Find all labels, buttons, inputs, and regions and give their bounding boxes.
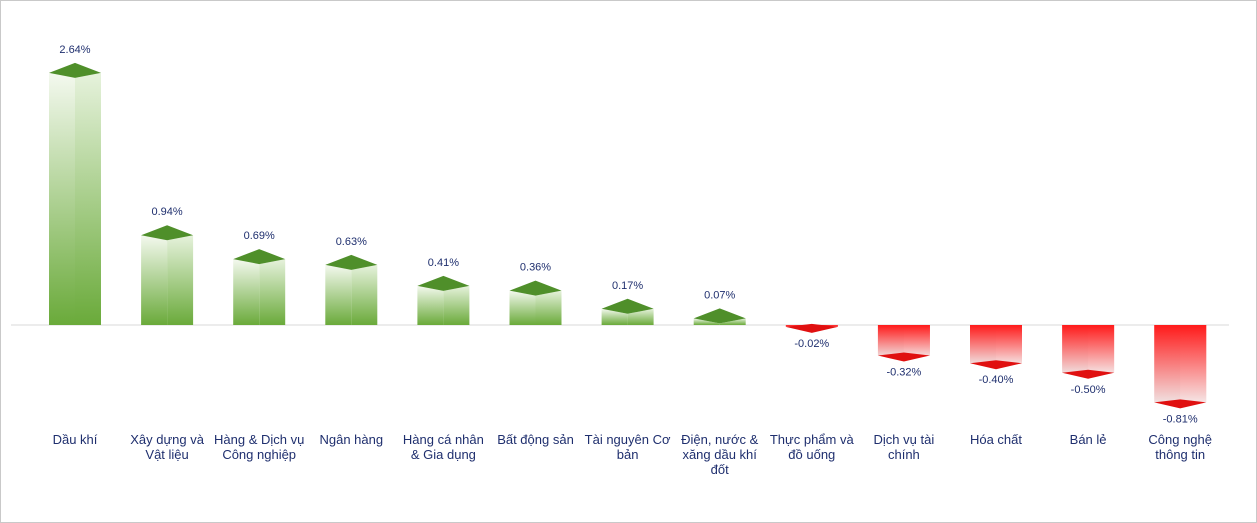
- bar-11: [970, 325, 1022, 370]
- bar-5: [417, 275, 470, 325]
- bar-10: [877, 325, 930, 362]
- category-label: Điện, nước & xăng dầu khí đốt: [681, 432, 759, 477]
- value-label: 2.64%: [59, 44, 90, 56]
- value-label: 0.69%: [244, 230, 275, 242]
- category-label: Dầu khí: [52, 432, 98, 447]
- bar-face-right: [627, 308, 654, 325]
- bar-top: [141, 225, 194, 241]
- value-label: 0.94%: [151, 206, 182, 218]
- value-label: -0.02%: [794, 338, 829, 350]
- bar-bottom: [1154, 399, 1207, 409]
- category-label: Bất động sản: [497, 432, 574, 447]
- bar-face-right: [167, 235, 194, 325]
- value-label: -0.81%: [1163, 413, 1198, 425]
- value-label: 0.07%: [704, 289, 735, 301]
- bar-2: [141, 225, 194, 325]
- bar-face-right: [535, 290, 562, 325]
- bar-bottom: [1062, 369, 1115, 379]
- bar-face-side: [1180, 325, 1207, 406]
- value-label: -0.40%: [979, 374, 1014, 386]
- bar-6: [509, 280, 562, 325]
- bar-8: [693, 308, 746, 325]
- bar-face-left: [509, 290, 536, 325]
- bar-9: [785, 323, 838, 333]
- bar-top: [325, 254, 378, 270]
- category-label: Hóa chất: [969, 432, 1023, 447]
- category-label: Hàng & Dịch vụ Công nghiệp: [214, 432, 305, 462]
- bar-12: [1062, 325, 1115, 379]
- bar-face-left: [141, 235, 168, 325]
- category-label: Ngân hàng: [319, 432, 384, 447]
- category-label: Xây dựng và Vật liệu: [130, 432, 204, 462]
- bar-face-left: [49, 72, 75, 325]
- bar-7: [601, 298, 654, 325]
- bar-face-left: [233, 259, 260, 325]
- bar-top: [233, 249, 286, 265]
- bar-face-left: [325, 264, 352, 325]
- bar-face-left: [693, 318, 720, 325]
- bar-face-side: [1088, 325, 1115, 376]
- value-label: 0.63%: [336, 236, 367, 248]
- bar-face-side: [996, 325, 1022, 367]
- bar-4: [325, 254, 378, 325]
- value-label: 0.36%: [520, 262, 551, 274]
- category-label: Hàng cá nhân & Gia dụng: [402, 432, 484, 462]
- category-label: Thực phẩm và đồ uống: [769, 432, 854, 462]
- bar-face-right: [75, 72, 101, 325]
- value-label: -0.50%: [1071, 384, 1106, 396]
- category-label: Công nghệ thông tin: [1148, 432, 1212, 462]
- bar-face-right: [259, 259, 286, 325]
- bar-face-left: [601, 308, 628, 325]
- bar-top: [509, 280, 562, 296]
- bar-bottom: [970, 360, 1022, 370]
- bar-top: [49, 62, 101, 78]
- bar-face-side: [903, 325, 930, 359]
- bar-bottom: [877, 352, 930, 362]
- bar-top: [693, 308, 746, 324]
- value-label: -0.32%: [886, 367, 921, 379]
- category-label: Bán lẻ: [1069, 432, 1107, 447]
- bar-top: [601, 298, 654, 314]
- bar-face-right: [351, 264, 378, 325]
- category-label: Tài nguyên Cơ bản: [584, 432, 671, 462]
- bar-1: [49, 62, 101, 325]
- value-label: 0.41%: [428, 257, 459, 269]
- bar-face-right: [719, 318, 746, 325]
- bar-13: [1154, 325, 1207, 409]
- bar-top: [417, 275, 470, 291]
- bar-face-left: [417, 285, 444, 325]
- bar-bottom: [785, 323, 838, 333]
- value-label: 0.17%: [612, 280, 643, 292]
- category-label: Dịch vụ tài chính: [873, 432, 935, 462]
- bar-3: [233, 249, 286, 325]
- bar-face-right: [443, 285, 470, 325]
